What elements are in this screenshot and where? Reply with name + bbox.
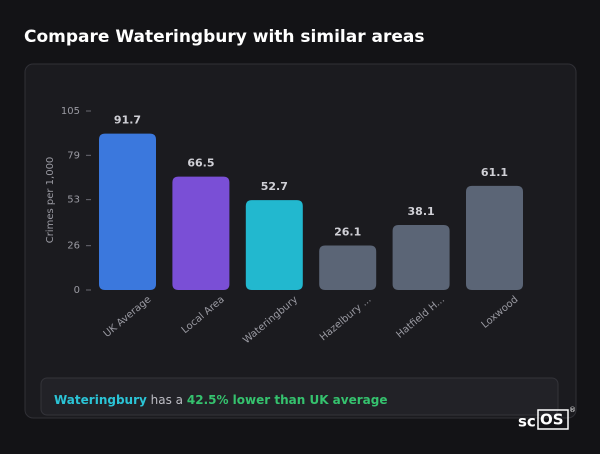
y-tick-label: 53 (67, 195, 80, 206)
bar (319, 245, 377, 290)
y-tick-label: 26 (67, 241, 80, 252)
value-label: 66.5 (187, 157, 214, 170)
logo-mark: ® (569, 406, 576, 414)
bar (99, 133, 156, 290)
page-title: Compare Wateringbury with similar areas (24, 27, 425, 47)
value-label: 26.1 (334, 226, 361, 239)
summary-box (40, 377, 559, 416)
bar (392, 225, 450, 290)
value-label: 52.7 (261, 180, 288, 193)
summary-text: Wateringbury has a 42.5% lower than UK a… (54, 393, 387, 407)
logo-left: sc (518, 413, 536, 431)
bar (466, 185, 523, 290)
value-label: 61.1 (481, 166, 508, 179)
bar (172, 176, 230, 290)
summary-highlight: 42.5% lower than UK average (187, 393, 388, 407)
summary-area: Wateringbury (54, 393, 147, 407)
y-tick-label: 105 (61, 106, 80, 117)
value-label: 91.7 (114, 114, 141, 127)
y-tick-label: 0 (74, 285, 80, 296)
y-tick-label: 79 (67, 150, 80, 161)
value-label: 38.1 (408, 205, 435, 218)
bar (245, 200, 303, 290)
summary-middle: has a (151, 393, 183, 407)
logo-box (537, 409, 569, 430)
logo-right: OS (540, 411, 564, 429)
y-axis-label: Crimes per 1,000 (45, 157, 56, 244)
